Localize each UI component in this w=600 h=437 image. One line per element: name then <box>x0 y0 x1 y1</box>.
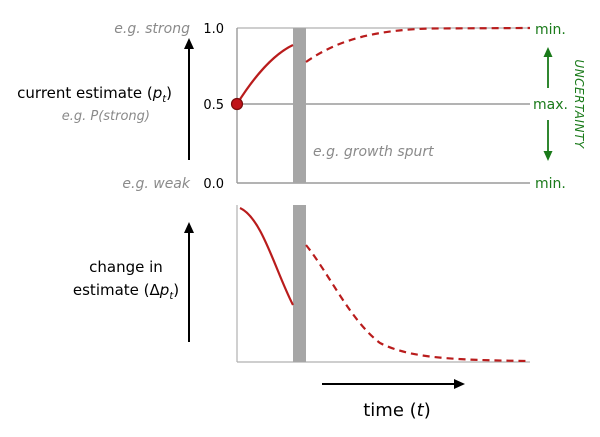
change-curve-solid <box>239 206 294 306</box>
bottom-y-axis-arrowhead <box>184 222 194 233</box>
change-curve-dashed <box>305 244 531 363</box>
uncertainty-top-label: min. <box>535 22 566 38</box>
tick-label-0-5: 0.5 <box>203 98 224 113</box>
y-bottom-label: e.g. weak <box>122 176 190 192</box>
estimate-curve-solid <box>236 44 294 105</box>
tick-label-0-0: 0.0 <box>203 177 224 192</box>
uncertainty-up-arrowhead <box>543 47 553 57</box>
top-y-axis-sublabel: e.g. P(strong) <box>62 109 150 124</box>
top-y-axis-arrowhead <box>184 38 194 49</box>
estimate-start-point <box>230 97 244 111</box>
estimate-curve-dashed <box>305 26 531 63</box>
event-bar-bottom <box>293 205 306 362</box>
bottom-y-axis-label-line2: estimate (Δpt) <box>73 281 179 302</box>
event-label: e.g. growth spurt <box>313 144 434 160</box>
uncertainty-middle-label: max. <box>533 97 568 113</box>
event-bar-top <box>293 28 306 183</box>
time-axis-arrowhead <box>454 379 465 389</box>
time-axis-label: time (t) <box>363 400 431 421</box>
uncertainty-vertical-label: UNCERTAINTY <box>572 59 586 149</box>
uncertainty-bottom-label: min. <box>535 176 566 192</box>
y-top-label: e.g. strong <box>114 21 190 37</box>
uncertainty-down-arrowhead <box>543 151 553 161</box>
bottom-y-axis-label-line1: change in <box>89 258 163 276</box>
top-y-axis-label: current estimate (pt) <box>17 84 172 105</box>
tick-label-1-0: 1.0 <box>203 22 224 37</box>
